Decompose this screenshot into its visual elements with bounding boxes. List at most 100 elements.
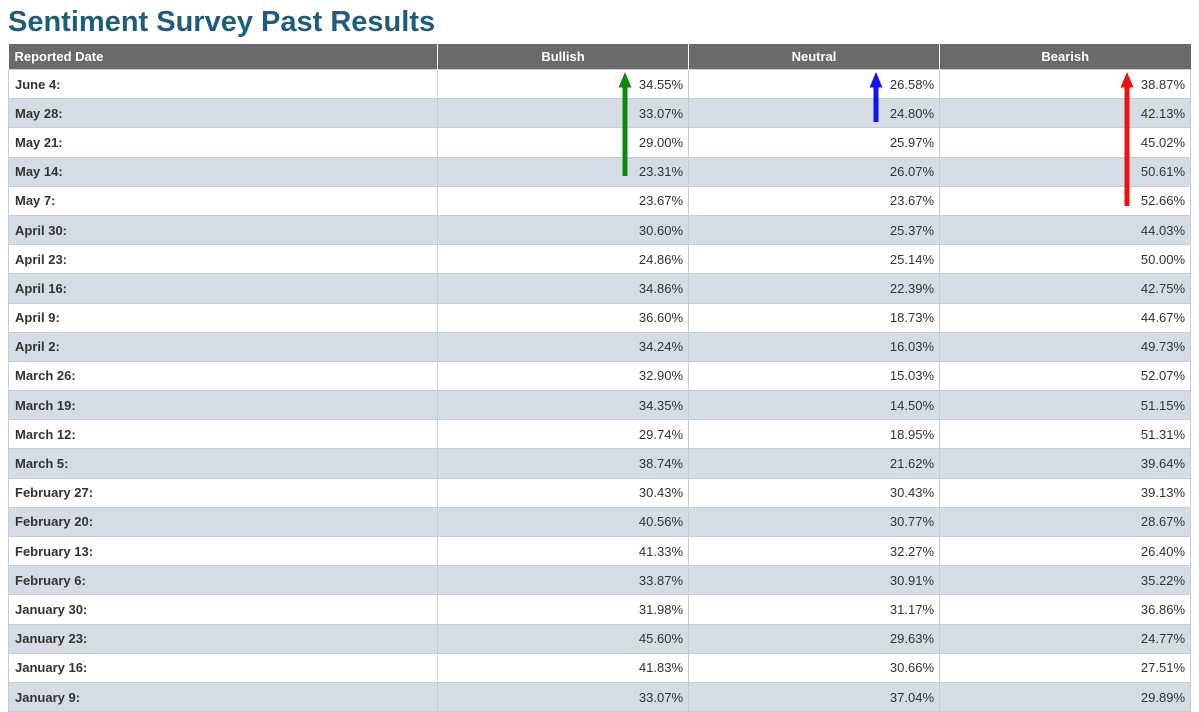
cell-bullish: 41.83%: [437, 652, 689, 683]
cell-date: February 6:: [8, 565, 438, 596]
cell-bullish: 45.60%: [437, 623, 689, 654]
cell-bullish: 32.90%: [437, 360, 689, 392]
cell-neutral: 31.17%: [688, 594, 940, 625]
cell-bearish: 45.02%: [939, 127, 1191, 158]
cell-neutral: 18.95%: [688, 419, 940, 450]
page-title: Sentiment Survey Past Results: [8, 6, 436, 38]
column-header-neutral: Neutral: [688, 44, 940, 70]
cell-bullish: 29.00%: [437, 127, 689, 158]
sentiment-table-container: Reported Date Bullish Neutral Bearish Ju…: [8, 44, 1191, 712]
table-row: April 23: 24.86% 25.14% 50.00%: [8, 244, 1191, 275]
cell-bearish: 35.22%: [939, 565, 1191, 596]
cell-bearish: 26.40%: [939, 535, 1191, 567]
cell-bullish: 34.55%: [437, 68, 689, 100]
cell-bullish: 33.07%: [437, 98, 689, 129]
cell-neutral: 24.80%: [688, 98, 940, 129]
cell-date: May 21:: [8, 127, 438, 158]
cell-bearish: 42.13%: [939, 98, 1191, 129]
cell-bearish: 50.61%: [939, 156, 1191, 187]
table-row: May 28: 33.07% 24.80% 42.13%: [8, 98, 1191, 129]
cell-neutral: 30.77%: [688, 506, 940, 538]
cell-date: April 30:: [8, 214, 438, 246]
table-row: January 16: 41.83% 30.66% 27.51%: [8, 652, 1191, 683]
cell-neutral: 37.04%: [688, 681, 940, 712]
cell-date: May 7:: [8, 185, 438, 216]
table-row: March 12: 29.74% 18.95% 51.31%: [8, 419, 1191, 450]
cell-neutral: 26.58%: [688, 68, 940, 100]
table-row: May 7: 23.67% 23.67% 52.66%: [8, 185, 1191, 216]
sentiment-table: Reported Date Bullish Neutral Bearish Ju…: [8, 44, 1191, 712]
cell-bearish: 27.51%: [939, 652, 1191, 683]
cell-bullish: 30.43%: [437, 477, 689, 508]
column-header-bearish: Bearish: [939, 44, 1191, 70]
cell-bullish: 31.98%: [437, 594, 689, 625]
cell-date: February 13:: [8, 535, 438, 567]
table-row: May 21: 29.00% 25.97% 45.02%: [8, 127, 1191, 158]
column-header-reported-date: Reported Date: [8, 44, 438, 70]
cell-bullish: 38.74%: [437, 448, 689, 479]
cell-date: April 23:: [8, 244, 438, 275]
cell-neutral: 32.27%: [688, 535, 940, 567]
cell-bearish: 51.15%: [939, 390, 1191, 421]
cell-neutral: 14.50%: [688, 390, 940, 421]
cell-bullish: 34.86%: [437, 273, 689, 304]
cell-date: March 5:: [8, 448, 438, 479]
cell-neutral: 26.07%: [688, 156, 940, 187]
table-row: February 6: 33.87% 30.91% 35.22%: [8, 565, 1191, 596]
cell-bearish: 52.07%: [939, 360, 1191, 392]
table-row: March 26: 32.90% 15.03% 52.07%: [8, 360, 1191, 392]
cell-bearish: 38.87%: [939, 68, 1191, 100]
cell-neutral: 22.39%: [688, 273, 940, 304]
cell-bearish: 28.67%: [939, 506, 1191, 538]
cell-neutral: 16.03%: [688, 331, 940, 362]
table-row: May 14: 23.31% 26.07% 50.61%: [8, 156, 1191, 187]
table-row: February 27: 30.43% 30.43% 39.13%: [8, 477, 1191, 508]
table-row: January 9: 33.07% 37.04% 29.89%: [8, 681, 1191, 712]
cell-date: April 9:: [8, 302, 438, 333]
cell-date: January 23:: [8, 623, 438, 654]
cell-date: April 16:: [8, 273, 438, 304]
cell-neutral: 30.91%: [688, 565, 940, 596]
table-row: April 2: 34.24% 16.03% 49.73%: [8, 331, 1191, 362]
cell-bullish: 29.74%: [437, 419, 689, 450]
cell-bearish: 51.31%: [939, 419, 1191, 450]
cell-bullish: 34.24%: [437, 331, 689, 362]
cell-bullish: 40.56%: [437, 506, 689, 538]
cell-neutral: 18.73%: [688, 302, 940, 333]
table-row: June 4: 34.55% 26.58% 38.87%: [8, 68, 1191, 100]
table-row: March 19: 34.35% 14.50% 51.15%: [8, 390, 1191, 421]
cell-bullish: 24.86%: [437, 244, 689, 275]
cell-bullish: 33.07%: [437, 681, 689, 712]
cell-date: May 14:: [8, 156, 438, 187]
cell-neutral: 23.67%: [688, 185, 940, 216]
cell-date: January 30:: [8, 594, 438, 625]
cell-bullish: 23.67%: [437, 185, 689, 216]
cell-date: March 26:: [8, 360, 438, 392]
column-header-bullish: Bullish: [437, 44, 689, 70]
table-row: January 30: 31.98% 31.17% 36.86%: [8, 594, 1191, 625]
cell-date: February 20:: [8, 506, 438, 538]
table-row: April 16: 34.86% 22.39% 42.75%: [8, 273, 1191, 304]
cell-date: April 2:: [8, 331, 438, 362]
cell-neutral: 30.43%: [688, 477, 940, 508]
cell-date: March 19:: [8, 390, 438, 421]
cell-date: June 4:: [8, 68, 438, 100]
cell-neutral: 25.97%: [688, 127, 940, 158]
table-row: February 20: 40.56% 30.77% 28.67%: [8, 506, 1191, 538]
cell-bearish: 49.73%: [939, 331, 1191, 362]
cell-bullish: 23.31%: [437, 156, 689, 187]
cell-bearish: 39.13%: [939, 477, 1191, 508]
cell-date: May 28:: [8, 98, 438, 129]
cell-neutral: 29.63%: [688, 623, 940, 654]
header-row: Reported Date Bullish Neutral Bearish: [8, 44, 1191, 70]
cell-bullish: 36.60%: [437, 302, 689, 333]
cell-bullish: 34.35%: [437, 390, 689, 421]
cell-bullish: 41.33%: [437, 535, 689, 567]
cell-neutral: 30.66%: [688, 652, 940, 683]
cell-bearish: 42.75%: [939, 273, 1191, 304]
cell-date: March 12:: [8, 419, 438, 450]
table-row: February 13: 41.33% 32.27% 26.40%: [8, 535, 1191, 567]
cell-bearish: 36.86%: [939, 594, 1191, 625]
table-row: January 23: 45.60% 29.63% 24.77%: [8, 623, 1191, 654]
cell-date: January 9:: [8, 681, 438, 712]
